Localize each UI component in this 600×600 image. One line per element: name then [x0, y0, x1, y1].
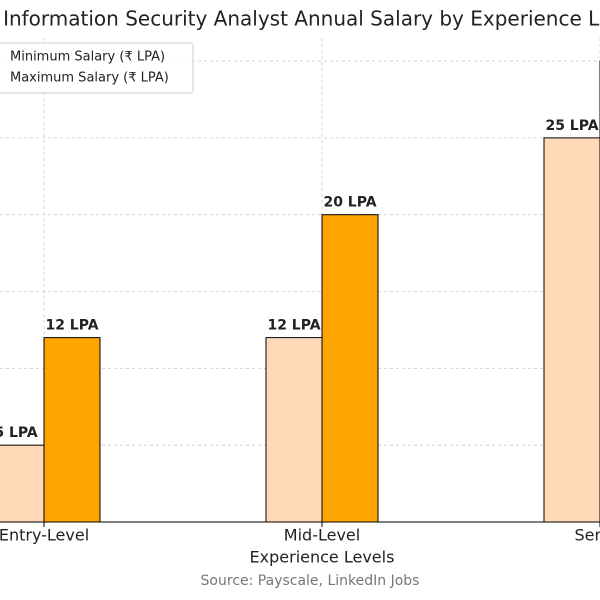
data-label: 25 LPA	[545, 118, 598, 134]
x-tick-label: Senior	[575, 526, 600, 545]
bar	[0, 444, 45, 523]
legend-box	[0, 42, 194, 94]
source-note: Source: Payscale, LinkedIn Jobs	[201, 573, 420, 589]
bar	[543, 137, 600, 523]
chart-title: Information Security Analyst Annual Sala…	[3, 7, 600, 31]
data-label: 12 LPA	[267, 318, 320, 334]
data-label: 20 LPA	[323, 195, 376, 211]
x-tick-label: Mid-Level	[284, 526, 360, 545]
legend-label: Maximum Salary (₹ LPA)	[10, 71, 169, 86]
x-tick-label: Entry-Level	[0, 526, 89, 545]
data-label: 5 LPA	[0, 425, 38, 441]
bar	[321, 214, 379, 523]
bar	[43, 337, 101, 523]
bar	[265, 337, 323, 523]
data-label: 12 LPA	[45, 318, 98, 334]
x-axis-label: Experience Levels	[250, 548, 395, 567]
legend: Minimum Salary (₹ LPA) Maximum Salary (₹ …	[0, 42, 194, 94]
legend-label: Minimum Salary (₹ LPA)	[10, 50, 165, 65]
